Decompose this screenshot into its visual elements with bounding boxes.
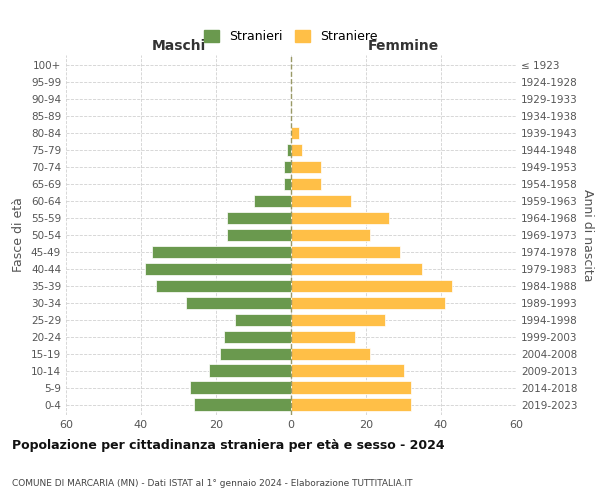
Text: COMUNE DI MARCARIA (MN) - Dati ISTAT al 1° gennaio 2024 - Elaborazione TUTTITALI: COMUNE DI MARCARIA (MN) - Dati ISTAT al …	[12, 478, 413, 488]
Bar	[291, 348, 370, 360]
Y-axis label: Fasce di età: Fasce di età	[13, 198, 25, 272]
Bar	[291, 194, 351, 207]
Bar	[291, 314, 385, 326]
Bar	[291, 246, 400, 258]
Bar	[291, 126, 299, 140]
Bar	[152, 246, 291, 258]
Bar	[284, 160, 291, 173]
Bar	[291, 160, 321, 173]
Bar	[291, 398, 411, 411]
Bar	[254, 194, 291, 207]
Bar	[291, 280, 452, 292]
Bar	[291, 144, 302, 156]
Y-axis label: Anni di nascita: Anni di nascita	[581, 188, 594, 281]
Bar	[291, 382, 411, 394]
Bar	[291, 262, 422, 276]
Text: Popolazione per cittadinanza straniera per età e sesso - 2024: Popolazione per cittadinanza straniera p…	[12, 440, 445, 452]
Bar	[291, 212, 389, 224]
Bar	[291, 178, 321, 190]
Text: Femmine: Femmine	[368, 40, 439, 54]
Bar	[291, 228, 370, 241]
Bar	[190, 382, 291, 394]
Bar	[145, 262, 291, 276]
Bar	[156, 280, 291, 292]
Bar	[291, 364, 404, 377]
Text: Maschi: Maschi	[151, 40, 206, 54]
Legend: Stranieri, Straniere: Stranieri, Straniere	[199, 25, 383, 48]
Bar	[287, 144, 291, 156]
Bar	[193, 398, 291, 411]
Bar	[284, 178, 291, 190]
Bar	[291, 330, 355, 344]
Bar	[220, 348, 291, 360]
Bar	[235, 314, 291, 326]
Bar	[291, 296, 445, 310]
Bar	[223, 330, 291, 344]
Bar	[209, 364, 291, 377]
Bar	[227, 212, 291, 224]
Bar	[227, 228, 291, 241]
Bar	[186, 296, 291, 310]
